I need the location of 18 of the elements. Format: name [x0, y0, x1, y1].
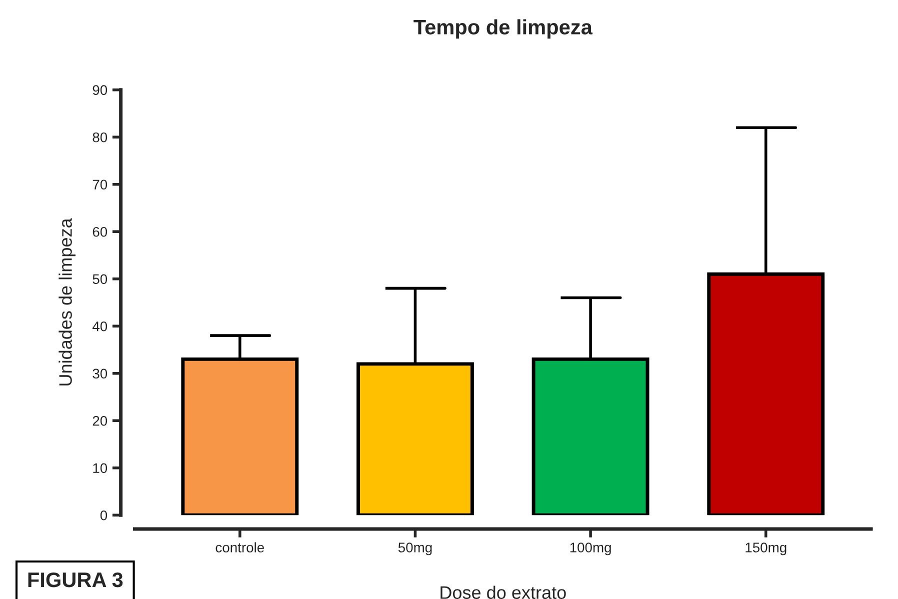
y-tick-label: 30 — [92, 368, 108, 379]
y-tick-label: 90 — [92, 85, 108, 96]
y-tick-label: 0 — [100, 510, 108, 520]
y-axis-title: Unidades de limpeza — [58, 218, 76, 386]
y-tick-label: 70 — [92, 180, 108, 190]
x-tick-label: 150mg — [746, 542, 786, 556]
y-tick-label: 20 — [92, 416, 108, 426]
y-tick-label: 60 — [92, 226, 108, 237]
x-tick-label: 100mg — [570, 542, 611, 556]
chart-title: Tempo de limpeza — [414, 19, 593, 39]
y-tick-label: 50 — [92, 274, 108, 284]
y-tick-label: 10 — [93, 463, 108, 474]
text: FIGURA 3 — [28, 572, 123, 588]
x-tick-label: 50mg — [398, 542, 432, 556]
x-tick-label: controle — [216, 542, 264, 552]
y-tick-label: 80 — [92, 132, 108, 142]
x-axis-title: Dose do extrato — [440, 586, 566, 599]
y-tick-label: 40 — [92, 321, 108, 332]
